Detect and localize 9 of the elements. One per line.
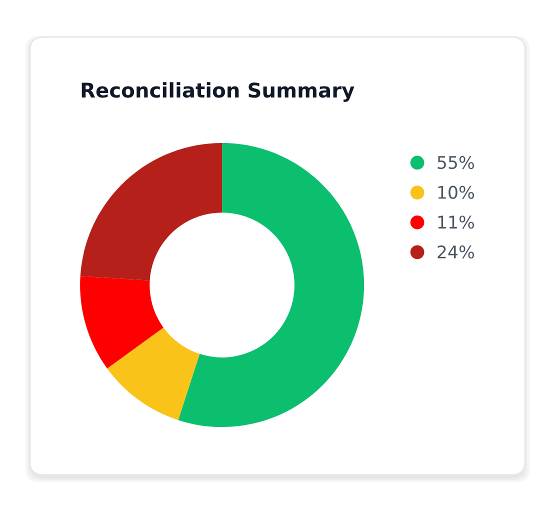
legend-label: 24% xyxy=(438,245,474,259)
legend-label: 11% xyxy=(438,216,474,229)
legend-label: 10% xyxy=(438,186,474,199)
donut-slice xyxy=(80,276,164,368)
chart-title: Reconciliation Summary xyxy=(82,82,354,102)
donut-slice xyxy=(80,143,222,280)
donut-slice xyxy=(178,143,364,428)
donut-slice xyxy=(107,328,200,420)
legend-label: 55% xyxy=(438,156,474,170)
